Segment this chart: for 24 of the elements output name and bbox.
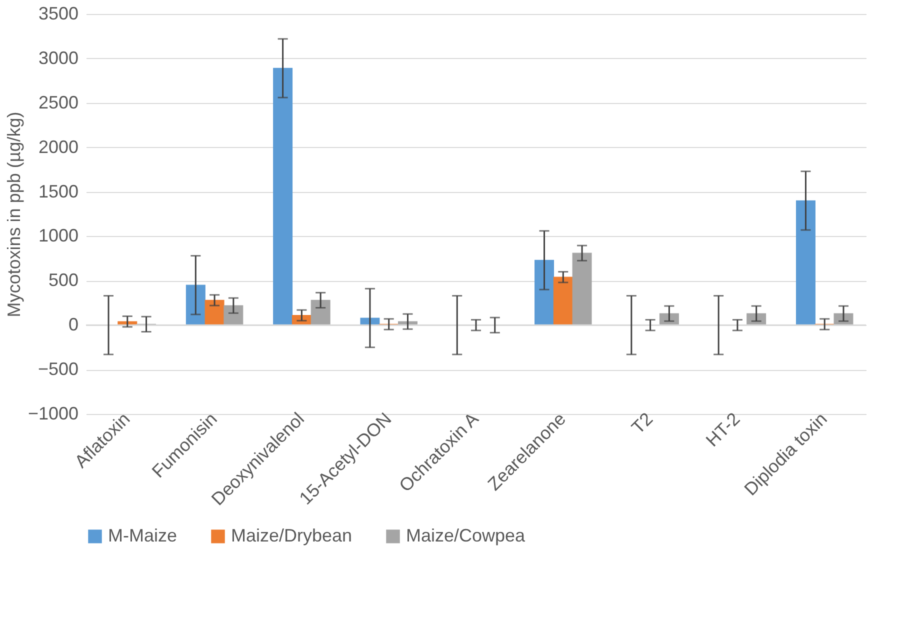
y-tick-label: 500 [48, 270, 78, 290]
bar [224, 305, 244, 326]
legend-label: Maize/Drybean [231, 525, 352, 546]
bar [273, 68, 293, 326]
bar [796, 200, 816, 326]
bar [186, 284, 206, 326]
y-tick-label: 1000 [38, 226, 78, 246]
y-tick-label: −500 [38, 359, 78, 380]
y-tick-label: 3000 [38, 48, 78, 68]
y-axis-title: Mycotoxins in ppb (µg/kg) [4, 112, 24, 318]
bar [310, 300, 330, 326]
bar [572, 252, 592, 326]
bar [204, 300, 224, 326]
bar [534, 260, 554, 326]
y-tick-label: −1000 [28, 404, 78, 424]
legend-label: Maize/Cowpea [406, 525, 526, 546]
x-tick-label: T2 [628, 408, 657, 438]
y-tick-label: 1500 [38, 181, 78, 202]
y-tick-label: 2500 [38, 92, 78, 112]
bar [553, 276, 573, 326]
y-tick-label: 3500 [38, 4, 78, 24]
legend-label: M-Maize [108, 525, 178, 546]
y-tick-label: 0 [68, 314, 78, 335]
y-tick-label: 2000 [38, 136, 78, 157]
